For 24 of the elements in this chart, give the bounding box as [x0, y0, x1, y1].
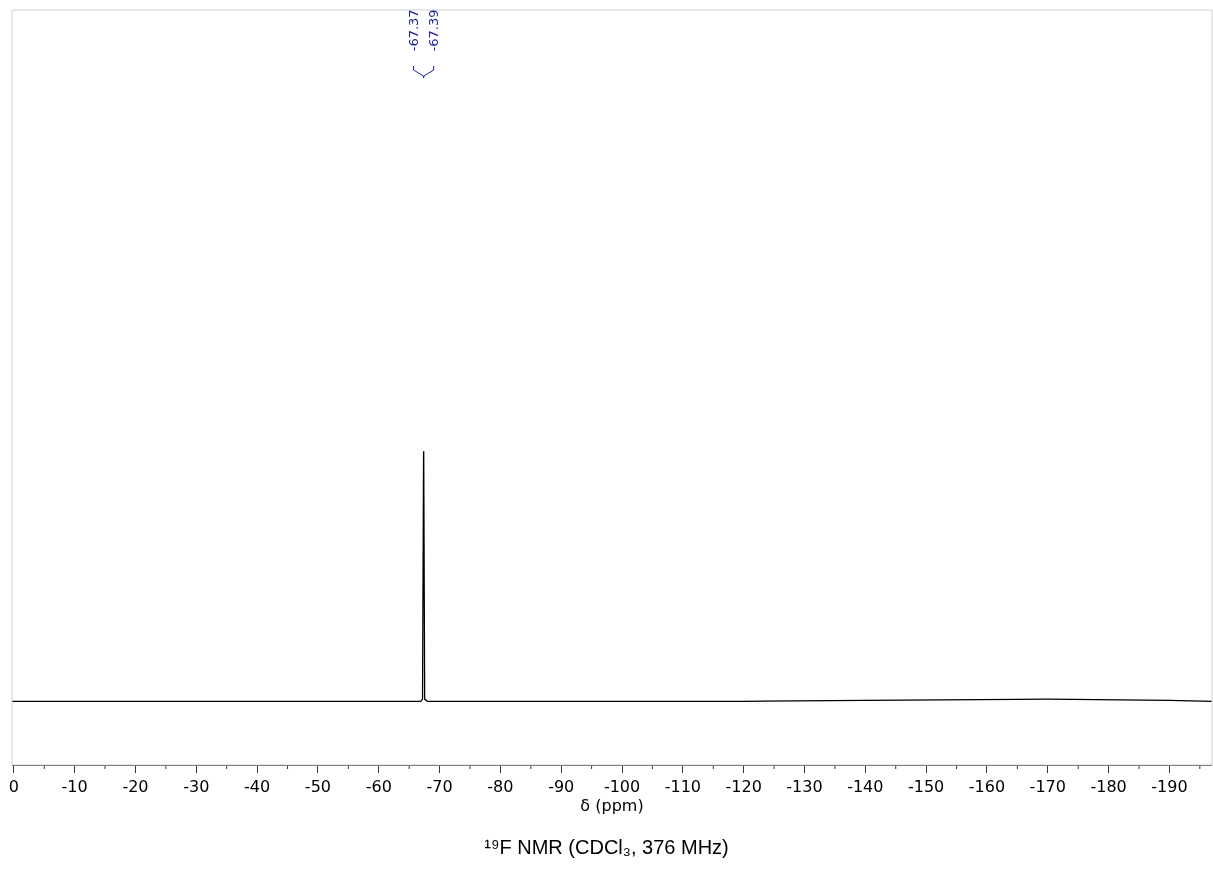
x-tick-label: -140: [847, 777, 884, 797]
annotation: -67.39: [425, 9, 441, 52]
x-tick-label: -180: [1090, 777, 1127, 797]
x-tick-label: -40: [244, 777, 271, 797]
x-tick-label: -190: [1151, 777, 1188, 797]
x-tick-label: -80: [487, 777, 514, 797]
annotation: -67.37: [405, 9, 421, 52]
x-tick-label: -10: [61, 777, 88, 797]
x-tick-label: -30: [183, 777, 210, 797]
x-tick-label: -100: [603, 777, 641, 797]
x-tick-label: -130: [786, 777, 823, 797]
x-tick-label: -50: [304, 777, 331, 797]
x-tick-label: -110: [664, 777, 702, 797]
x-tick-label: -150: [907, 777, 945, 797]
x-tick-label: -20: [122, 777, 149, 797]
x-tick-label: -170: [1029, 777, 1066, 797]
x-tick-label: -160: [968, 777, 1006, 797]
x-tick-label: -60: [365, 777, 392, 797]
x-tick-label: -70: [426, 777, 453, 797]
x-tick-label: -120: [725, 777, 762, 797]
text: ¹⁹F NMR (CDCl₃, 376 MHz): [484, 836, 729, 859]
x-tick-label: -90: [548, 777, 575, 797]
x-tick-label: 0: [8, 777, 19, 797]
x-axis-title: δ (ppm): [580, 796, 644, 816]
